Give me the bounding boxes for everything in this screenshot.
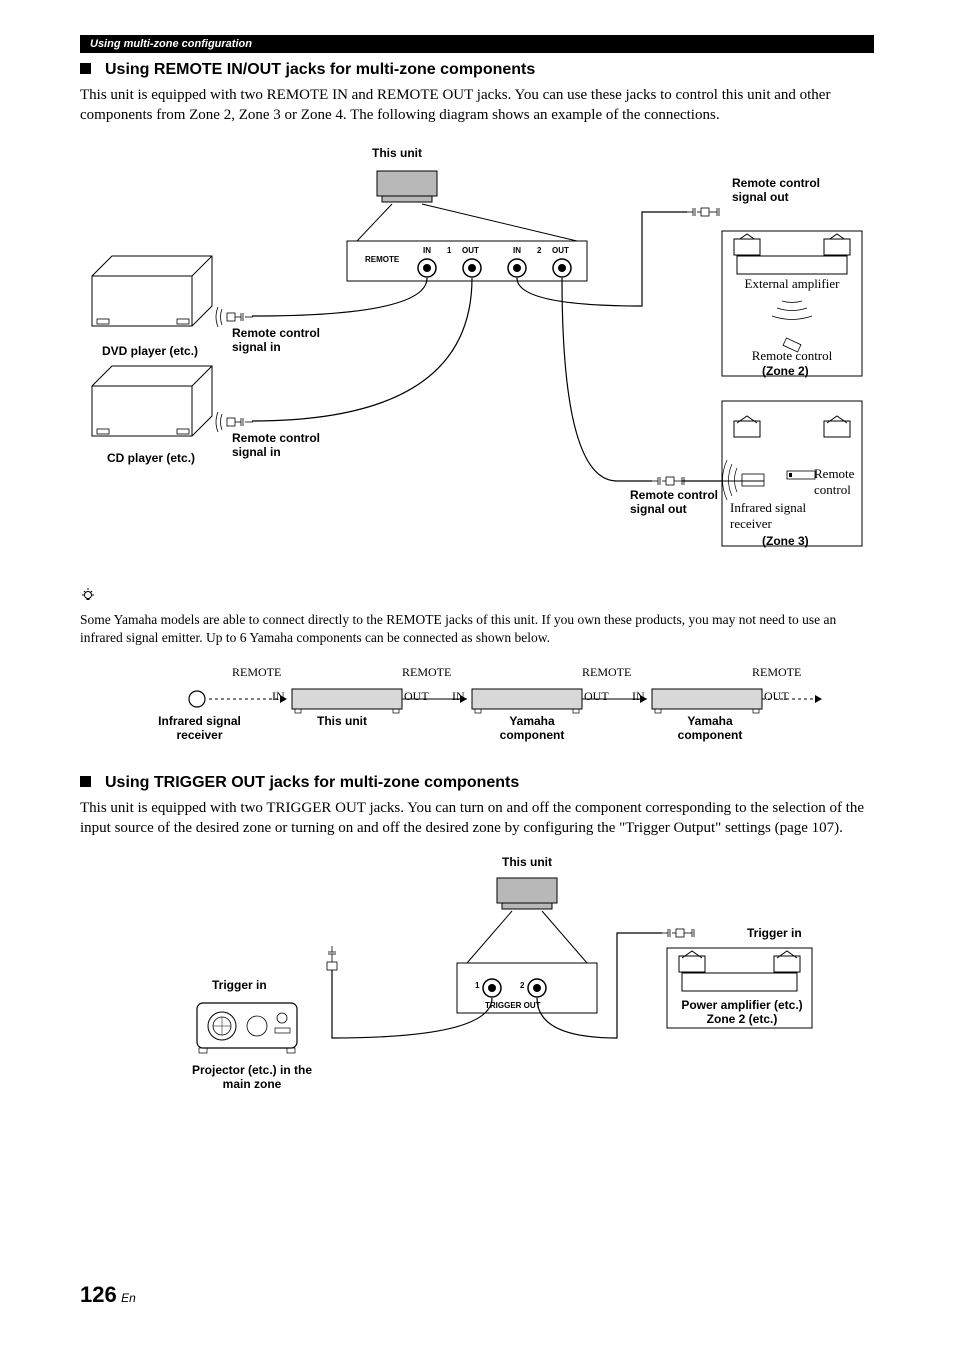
d2-j2: 2 — [520, 981, 524, 990]
ch-out1: OUT — [404, 689, 429, 704]
diagram-remote-io: This unit REMOTE IN 1 OUT IN 2 OUT DVD p… — [82, 136, 872, 566]
d1-out1: OUT — [462, 246, 479, 255]
d1-j1: 1 — [447, 246, 451, 255]
d1-sig-out1: Remote controlsignal out — [732, 176, 852, 204]
d2-j1: 1 — [475, 981, 479, 990]
d1-this-unit: This unit — [372, 146, 422, 160]
ch-r3: REMOTE — [582, 665, 631, 680]
d2-proj: Projector (etc.) in themain zone — [187, 1063, 317, 1091]
d1-ext-amp: External amplifier — [737, 276, 847, 292]
section2-body: This unit is equipped with two TRIGGER O… — [80, 798, 874, 839]
ch-y1: Yamahacomponent — [492, 714, 572, 742]
section2-title-text: Using TRIGGER OUT jacks for multi-zone c… — [105, 774, 519, 791]
ch-ir: Infrared signalreceiver — [147, 714, 252, 742]
d1-zone2: (Zone 2) — [762, 364, 809, 378]
d2-trigout: TRIGGER OUT — [485, 1001, 541, 1010]
diagram-chain: REMOTE IN REMOTE OUT IN REMOTE OUT IN RE… — [127, 659, 827, 754]
d1-in2: IN — [513, 246, 521, 255]
note-text: Some Yamaha models are able to connect d… — [80, 611, 874, 647]
page-num-big: 126 — [80, 1282, 117, 1307]
d1-sig-in1: Remote controlsignal in — [232, 326, 342, 354]
ch-r1: REMOTE — [232, 665, 281, 680]
ch-r4: REMOTE — [752, 665, 801, 680]
section1-title: Using REMOTE IN/OUT jacks for multi-zone… — [80, 61, 874, 79]
ch-unit: This unit — [317, 714, 367, 728]
d1-cd: CD player (etc.) — [107, 451, 195, 465]
section1-body: This unit is equipped with two REMOTE IN… — [80, 85, 874, 126]
d2-unit: This unit — [502, 855, 552, 869]
d1-in1: IN — [423, 246, 431, 255]
d1-dvd: DVD player (etc.) — [102, 344, 198, 358]
section2-title: Using TRIGGER OUT jacks for multi-zone c… — [80, 774, 874, 792]
ch-out3: OUT — [764, 689, 789, 704]
breadcrumb-text: Using multi-zone configuration — [90, 38, 252, 50]
section1-title-text: Using REMOTE IN/OUT jacks for multi-zone… — [105, 61, 535, 78]
d1-remote2: Remotecontrol — [814, 466, 864, 498]
d1-out2: OUT — [552, 246, 569, 255]
page-num-lang: En — [121, 1291, 136, 1305]
tip-icon — [80, 586, 874, 607]
d1-sig-in2: Remote controlsignal in — [232, 431, 342, 459]
d1-remote-ctrl: Remote control — [742, 348, 842, 364]
breadcrumb-bar: Using multi-zone configuration — [80, 35, 874, 53]
d2-amp: Power amplifier (etc.)Zone 2 (etc.) — [677, 998, 807, 1026]
d1-remote: REMOTE — [365, 255, 399, 264]
d1-ir-recv: Infrared signalreceiver — [730, 500, 820, 532]
ch-y2: Yamahacomponent — [670, 714, 750, 742]
d2-trig-in1: Trigger in — [212, 978, 267, 992]
d2-trig-in2: Trigger in — [747, 926, 802, 940]
ch-r2: REMOTE — [402, 665, 451, 680]
diagram-trigger: This unit 1 2 TRIGGER OUT Trigger in Tri… — [127, 848, 827, 1108]
ch-in2: IN — [452, 689, 465, 704]
ch-out2: OUT — [584, 689, 609, 704]
ch-in3: IN — [632, 689, 645, 704]
ch-in1: IN — [272, 689, 285, 704]
page-number: 126 En — [80, 1282, 136, 1308]
bullet-square-2 — [80, 776, 91, 787]
d1-j2: 2 — [537, 246, 541, 255]
d1-sig-out2: Remote controlsignal out — [630, 488, 730, 516]
bullet-square — [80, 63, 91, 74]
d1-zone3: (Zone 3) — [762, 534, 809, 548]
